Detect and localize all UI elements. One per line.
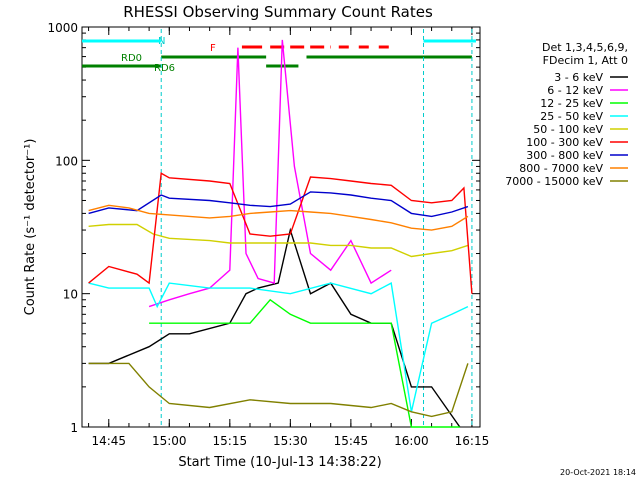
legend: Det 1,3,4,5,6,9, FDecim 1, Att 0 3 - 6 k… — [505, 41, 628, 188]
axis-ticks: 1 10 100 1000 14:45 15:00 15:15 15:30 15:45 16:00… — [47, 21, 489, 448]
legend-label: 50 - 100 keV — [533, 123, 603, 136]
rd6-label: RD6 — [154, 63, 175, 74]
x-tick-label: 15:45 — [334, 434, 369, 448]
y-axis-label: Count Rate (s⁻¹ detector⁻¹) — [23, 139, 38, 316]
y-tick-label: 1000 — [47, 21, 78, 35]
series-line-2 — [148, 39, 392, 308]
legend-label: 300 - 800 keV — [526, 149, 603, 162]
night-label: N — [158, 36, 165, 47]
series-line-7 — [88, 191, 469, 218]
series-line-4 — [88, 282, 469, 412]
series-line-9 — [88, 362, 469, 418]
plot-frame — [81, 26, 481, 428]
x-tick-label: 15:30 — [273, 434, 308, 448]
series-line-3 — [149, 298, 460, 428]
y-tick-label: 100 — [55, 154, 78, 168]
legend-header-line-1: Det 1,3,4,5,6,9, — [542, 41, 628, 54]
legend-label: 7000 - 15000 keV — [505, 175, 603, 188]
legend-label: 800 - 7000 keV — [519, 162, 603, 175]
x-tick-label: 14:45 — [91, 434, 126, 448]
legend-label: 6 - 12 keV — [547, 84, 603, 97]
flare-label: F — [210, 43, 216, 54]
chart-title: RHESSI Observing Summary Count Rates — [123, 3, 433, 21]
y-tick-label: 1 — [70, 421, 78, 435]
rd0-label: RD0 — [121, 53, 142, 64]
legend-label: 12 - 25 keV — [540, 97, 603, 110]
x-tick-label: 15:00 — [152, 434, 187, 448]
x-tick-label: 16:00 — [394, 434, 429, 448]
y-tick-label: 10 — [63, 288, 78, 302]
series-line-1 — [88, 227, 461, 428]
series-line-5 — [88, 223, 469, 258]
legend-label: 3 - 6 keV — [554, 71, 603, 84]
x-axis-label: Start Time (10-Jul-13 14:38:22) — [178, 455, 381, 470]
series-line-6 — [88, 172, 473, 294]
series-line-8 — [88, 204, 469, 231]
x-tick-label: 15:15 — [213, 434, 248, 448]
x-tick-label: 16:15 — [455, 434, 490, 448]
footer-date: 20-Oct-2021 18:14 — [560, 468, 636, 477]
legend-label: 100 - 300 keV — [526, 136, 603, 149]
legend-label: 25 - 50 keV — [540, 110, 603, 123]
legend-header-line-2: FDecim 1, Att 0 — [543, 54, 628, 67]
series-layer — [88, 39, 473, 428]
